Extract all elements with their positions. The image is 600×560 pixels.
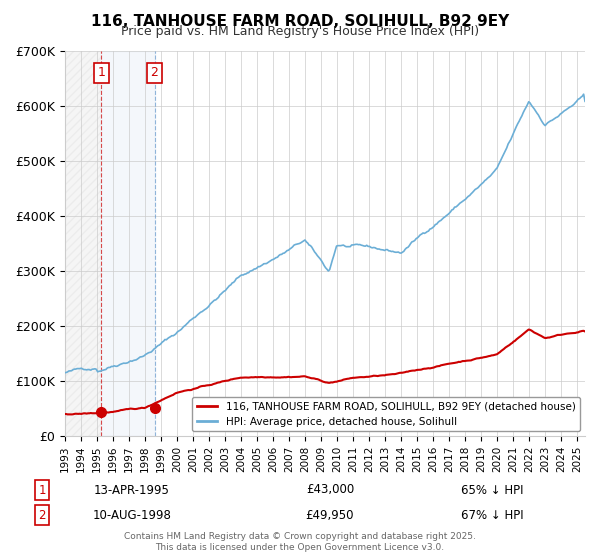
- Text: £43,000: £43,000: [306, 483, 354, 497]
- Text: Contains HM Land Registry data © Crown copyright and database right 2025.
This d: Contains HM Land Registry data © Crown c…: [124, 532, 476, 552]
- Text: £49,950: £49,950: [306, 508, 354, 522]
- Text: Price paid vs. HM Land Registry's House Price Index (HPI): Price paid vs. HM Land Registry's House …: [121, 25, 479, 38]
- Legend: 116, TANHOUSE FARM ROAD, SOLIHULL, B92 9EY (detached house), HPI: Average price,: 116, TANHOUSE FARM ROAD, SOLIHULL, B92 9…: [193, 397, 580, 431]
- Text: 2: 2: [151, 66, 158, 80]
- Text: 1: 1: [38, 483, 46, 497]
- Text: 13-APR-1995: 13-APR-1995: [94, 483, 170, 497]
- Text: 65% ↓ HPI: 65% ↓ HPI: [461, 483, 523, 497]
- Text: 67% ↓ HPI: 67% ↓ HPI: [461, 508, 523, 522]
- Text: 2: 2: [38, 508, 46, 522]
- Text: 10-AUG-1998: 10-AUG-1998: [92, 508, 172, 522]
- Text: 1: 1: [97, 66, 105, 80]
- Text: 116, TANHOUSE FARM ROAD, SOLIHULL, B92 9EY: 116, TANHOUSE FARM ROAD, SOLIHULL, B92 9…: [91, 14, 509, 29]
- Bar: [101, 51, 155, 436]
- Bar: [65, 51, 101, 436]
